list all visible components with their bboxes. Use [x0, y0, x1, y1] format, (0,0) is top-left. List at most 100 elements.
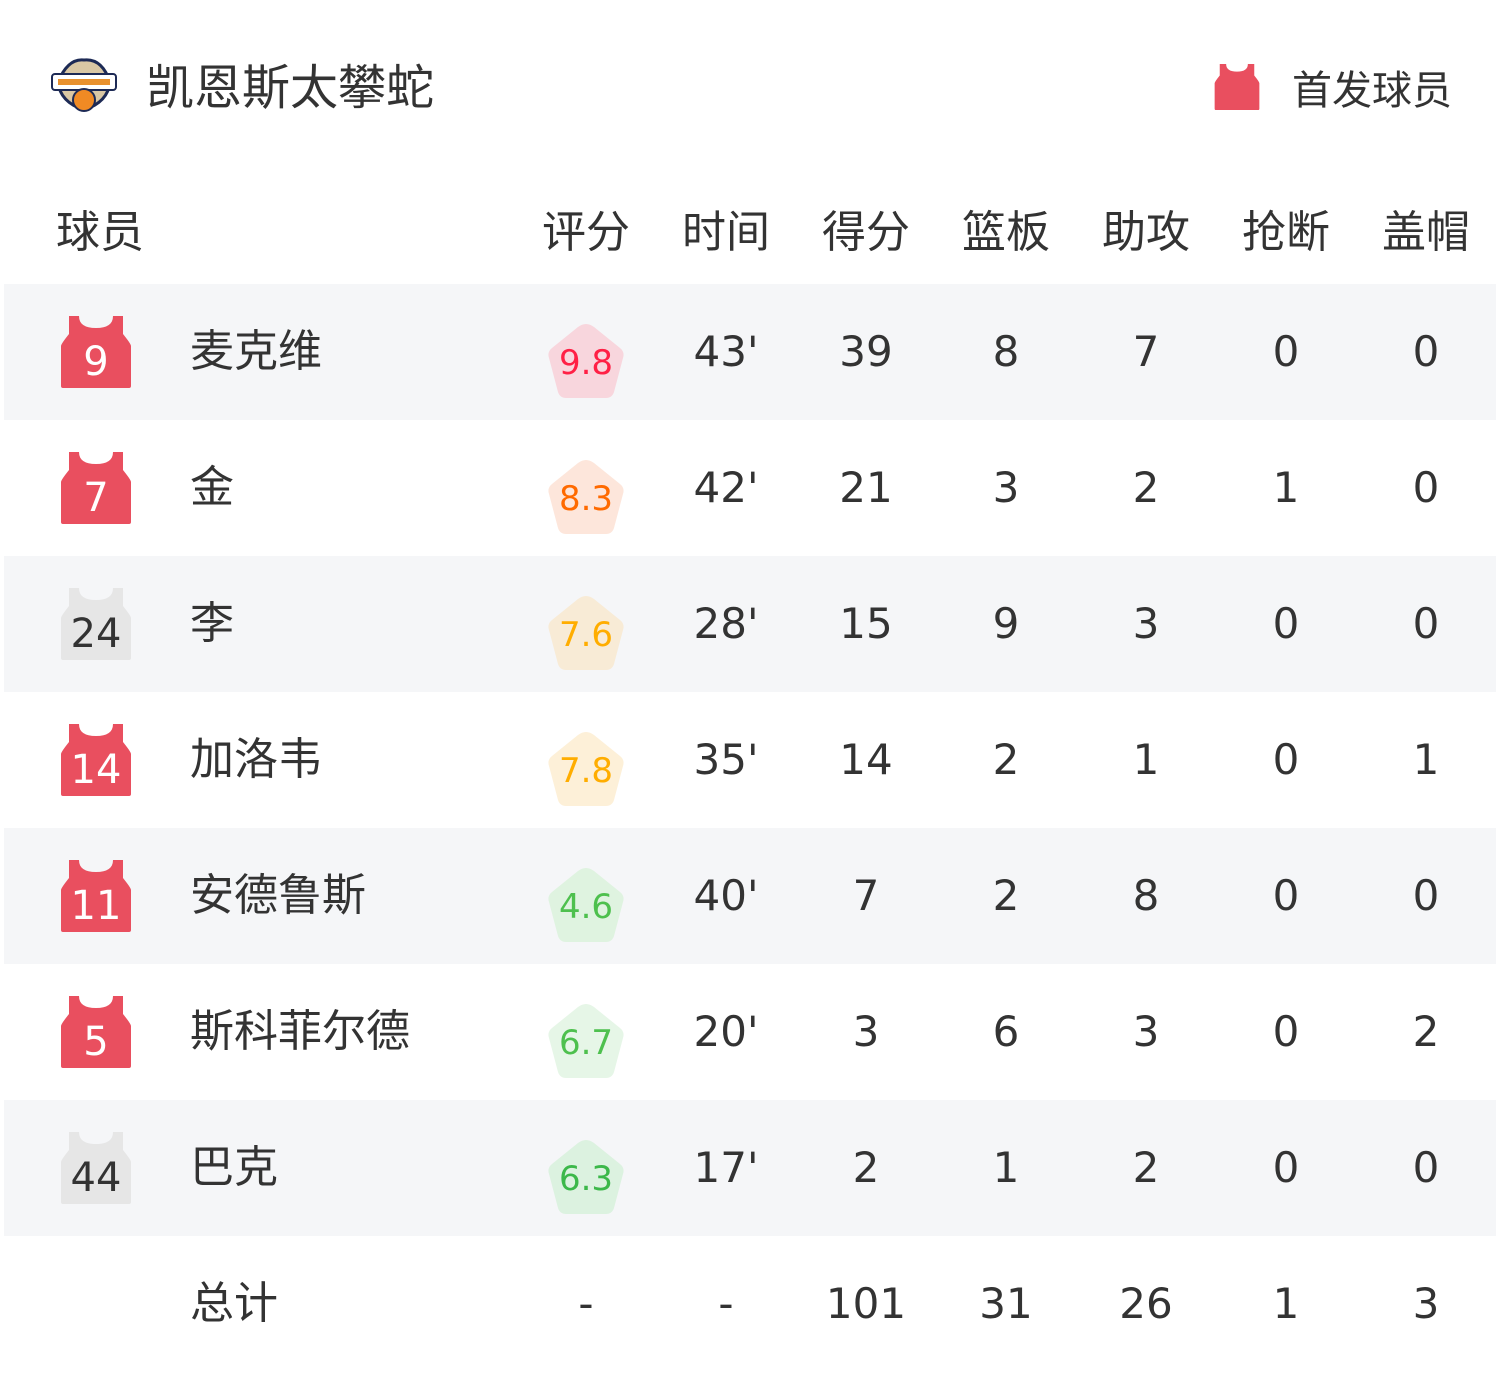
stat-blk: 0	[1412, 599, 1440, 648]
column-header[interactable]: 得分	[822, 207, 910, 258]
stat-pts: 2	[852, 1143, 880, 1192]
stat-reb: 1	[992, 1143, 1020, 1192]
jersey-icon: 7	[61, 452, 131, 524]
column-header[interactable]: 篮板	[962, 207, 1050, 258]
total-stl: 1	[1272, 1279, 1300, 1328]
stat-pts: 3	[852, 1007, 880, 1056]
jersey-icon: 14	[61, 724, 131, 796]
stat-ast: 8	[1132, 871, 1160, 920]
stat-reb: 9	[992, 599, 1020, 648]
total-pts: 101	[825, 1279, 907, 1328]
rating-value: 7.6	[558, 615, 614, 655]
column-header[interactable]: 助攻	[1102, 207, 1190, 258]
rating-badge: 9.8	[546, 322, 626, 400]
stat-stl: 0	[1272, 1007, 1300, 1056]
rating-badge: 7.8	[546, 730, 626, 808]
stat-reb: 6	[992, 1007, 1020, 1056]
rating-value: 7.8	[558, 751, 614, 791]
total-rating: -	[578, 1279, 594, 1328]
stat-pts: 39	[839, 327, 893, 376]
total-min: -	[718, 1279, 734, 1328]
stat-pts: 15	[839, 599, 893, 648]
stat-reb: 2	[992, 735, 1020, 784]
stat-ast: 2	[1132, 463, 1160, 512]
jersey-icon: 44	[61, 1132, 131, 1204]
stat-ast: 1	[1132, 735, 1160, 784]
rating-value: 6.7	[558, 1023, 614, 1063]
stat-reb: 3	[992, 463, 1020, 512]
starter-legend: 首发球员	[1214, 58, 1452, 116]
rating-badge: 8.3	[546, 458, 626, 536]
stat-ast: 7	[1132, 327, 1160, 376]
column-header[interactable]: 评分	[542, 207, 630, 258]
total-row: 总计 - - 101 31 26 1 3	[4, 1236, 1496, 1372]
table-row[interactable]: 14 加洛韦 7.8 35' 14 2 1 0 1	[4, 692, 1496, 828]
table-row[interactable]: 9 麦克维 9.8 43' 39 8 7 0 0	[4, 284, 1496, 420]
stat-blk: 0	[1412, 327, 1440, 376]
jersey-icon: 9	[61, 316, 131, 388]
rating-value: 6.3	[558, 1159, 614, 1199]
stat-pts: 21	[839, 463, 893, 512]
stat-pts: 14	[839, 735, 893, 784]
table-row[interactable]: 24 李 7.6 28' 15 9 3 0 0	[4, 556, 1496, 692]
stat-pts: 7	[852, 871, 880, 920]
total-ast: 26	[1119, 1279, 1173, 1328]
stat-min: 40'	[693, 871, 759, 920]
stat-blk: 0	[1412, 1143, 1440, 1192]
table-row[interactable]: 11 安德鲁斯 4.6 40' 7 2 8 0 0	[4, 828, 1496, 964]
jersey-number: 7	[83, 475, 109, 521]
player-name[interactable]: 麦克维	[190, 326, 322, 377]
table-header: 球员 评分 时间 得分 篮板 助攻 抢断 盖帽	[0, 196, 1500, 258]
stat-blk: 1	[1412, 735, 1440, 784]
player-name[interactable]: 加洛韦	[190, 734, 322, 785]
stat-min: 43'	[693, 327, 759, 376]
team-logo	[48, 52, 120, 116]
stat-ast: 3	[1132, 1007, 1160, 1056]
jersey-icon	[1214, 64, 1260, 110]
jersey-icon: 5	[61, 996, 131, 1068]
jersey-number: 5	[83, 1019, 109, 1065]
player-name[interactable]: 金	[190, 462, 234, 513]
column-header[interactable]: 球员	[56, 207, 144, 258]
player-name[interactable]: 安德鲁斯	[190, 870, 366, 921]
stat-stl: 0	[1272, 599, 1300, 648]
stat-stl: 0	[1272, 327, 1300, 376]
table-row[interactable]: 7 金 8.3 42' 21 3 2 1 0	[4, 420, 1496, 556]
table-row[interactable]: 5 斯科菲尔德 6.7 20' 3 6 3 0 2	[4, 964, 1496, 1100]
stat-ast: 2	[1132, 1143, 1160, 1192]
stat-reb: 2	[992, 871, 1020, 920]
rating-badge: 6.7	[546, 1002, 626, 1080]
stat-reb: 8	[992, 327, 1020, 376]
total-blk: 3	[1412, 1279, 1440, 1328]
stat-blk: 2	[1412, 1007, 1440, 1056]
team-header: 凯恩斯太攀蛇 首发球员	[0, 0, 1500, 160]
stat-ast: 3	[1132, 599, 1160, 648]
stat-min: 42'	[693, 463, 759, 512]
jersey-number: 11	[70, 883, 122, 929]
stat-stl: 0	[1272, 871, 1300, 920]
player-name[interactable]: 李	[190, 598, 234, 649]
stat-blk: 0	[1412, 871, 1440, 920]
jersey-number: 14	[70, 747, 122, 793]
rating-badge: 4.6	[546, 866, 626, 944]
column-header[interactable]: 时间	[682, 207, 770, 258]
column-header[interactable]: 盖帽	[1382, 207, 1470, 258]
stat-min: 17'	[693, 1143, 759, 1192]
stat-min: 20'	[693, 1007, 759, 1056]
stat-stl: 0	[1272, 735, 1300, 784]
team-name: 凯恩斯太攀蛇	[146, 60, 435, 116]
player-name[interactable]: 巴克	[190, 1142, 278, 1193]
table-row[interactable]: 44 巴克 6.3 17' 2 1 2 0 0	[4, 1100, 1496, 1236]
rating-value: 8.3	[558, 479, 614, 519]
total-reb: 31	[979, 1279, 1033, 1328]
jersey-number: 44	[70, 1155, 122, 1201]
rating-value: 9.8	[558, 343, 614, 383]
column-header[interactable]: 抢断	[1242, 207, 1330, 258]
player-name[interactable]: 斯科菲尔德	[190, 1006, 410, 1057]
stat-stl: 1	[1272, 463, 1300, 512]
jersey-number: 24	[70, 611, 122, 657]
rating-badge: 7.6	[546, 594, 626, 672]
stat-blk: 0	[1412, 463, 1440, 512]
jersey-number: 9	[83, 339, 109, 385]
stat-stl: 0	[1272, 1143, 1300, 1192]
